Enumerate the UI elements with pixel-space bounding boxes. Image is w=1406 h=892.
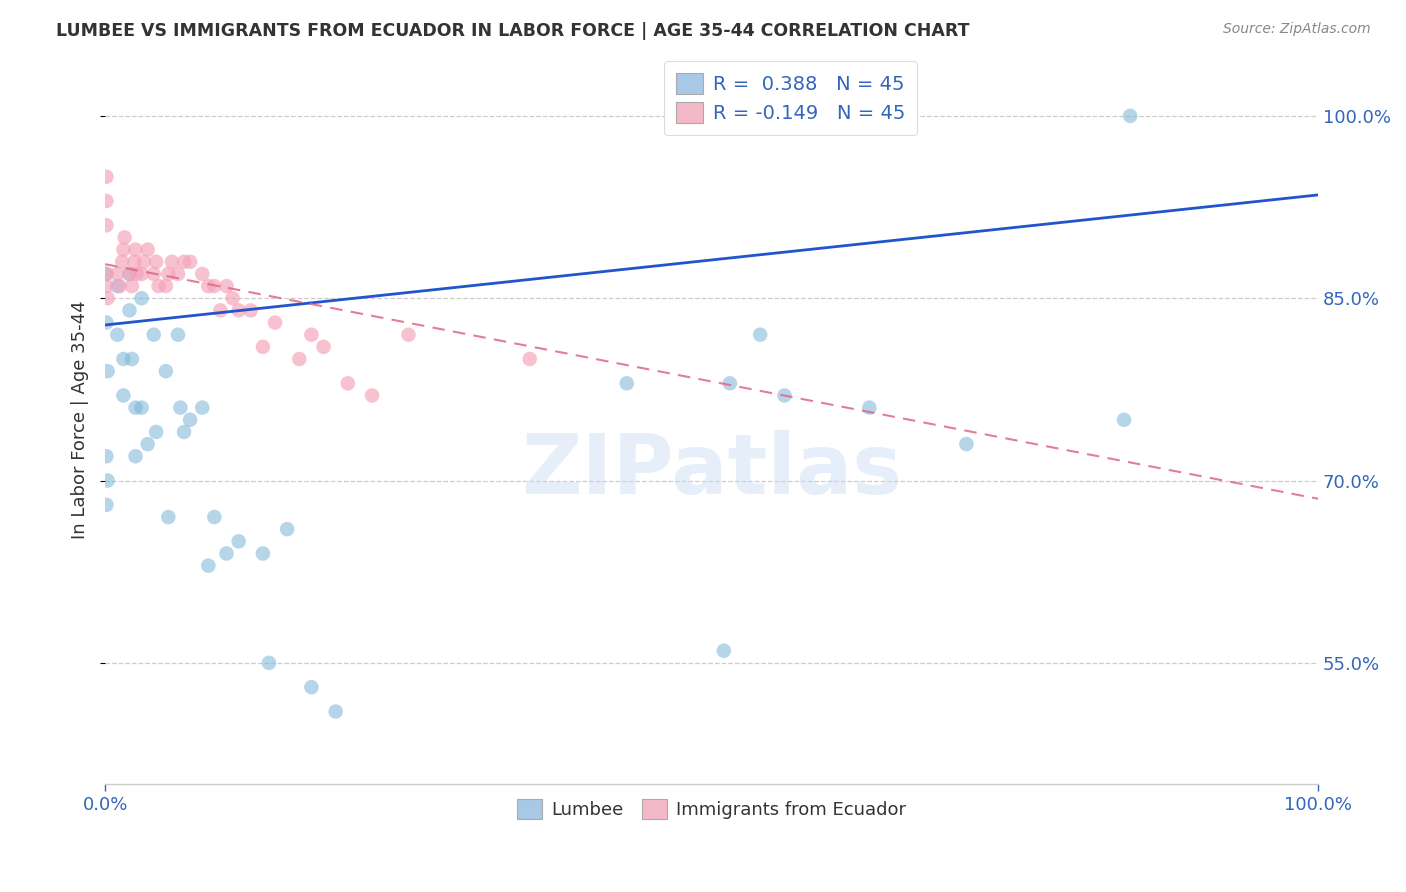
Point	[112, 243, 135, 257]
Legend: Lumbee, Immigrants from Ecuador: Lumbee, Immigrants from Ecuador	[510, 792, 914, 827]
Point	[257, 656, 280, 670]
Point	[112, 388, 135, 402]
Point	[749, 327, 772, 342]
Point	[131, 401, 153, 415]
Point	[179, 413, 201, 427]
Point	[215, 279, 238, 293]
Point	[148, 279, 170, 293]
Point	[312, 340, 335, 354]
Point	[718, 376, 741, 391]
Point	[105, 267, 128, 281]
Point	[191, 401, 214, 415]
Point	[108, 279, 131, 293]
Point	[264, 316, 287, 330]
Point	[167, 267, 190, 281]
Point	[96, 316, 118, 330]
Point	[713, 644, 735, 658]
Point	[142, 267, 165, 281]
Point	[96, 194, 118, 208]
Point	[96, 449, 118, 463]
Point	[955, 437, 977, 451]
Point	[136, 243, 159, 257]
Point	[132, 254, 155, 268]
Point	[97, 291, 120, 305]
Point	[112, 351, 135, 366]
Point	[105, 327, 128, 342]
Point	[325, 705, 347, 719]
Point	[252, 547, 274, 561]
Point	[157, 510, 180, 524]
Point	[361, 388, 384, 402]
Point	[118, 303, 141, 318]
Point	[155, 279, 177, 293]
Point	[221, 291, 243, 305]
Point	[96, 279, 118, 293]
Text: ZIPatlas: ZIPatlas	[522, 430, 903, 511]
Point	[299, 327, 322, 342]
Point	[124, 401, 146, 415]
Point	[121, 351, 143, 366]
Point	[136, 437, 159, 451]
Point	[160, 254, 183, 268]
Point	[167, 327, 190, 342]
Point	[96, 267, 118, 281]
Point	[118, 267, 141, 281]
Point	[105, 279, 128, 293]
Point	[131, 291, 153, 305]
Point	[519, 351, 541, 366]
Point	[173, 425, 195, 439]
Point	[125, 267, 148, 281]
Point	[96, 169, 118, 184]
Text: LUMBEE VS IMMIGRANTS FROM ECUADOR IN LABOR FORCE | AGE 35-44 CORRELATION CHART: LUMBEE VS IMMIGRANTS FROM ECUADOR IN LAB…	[56, 22, 970, 40]
Point	[124, 254, 146, 268]
Point	[169, 401, 191, 415]
Point	[96, 498, 118, 512]
Point	[228, 303, 250, 318]
Point	[97, 474, 120, 488]
Point	[215, 547, 238, 561]
Point	[616, 376, 638, 391]
Point	[179, 254, 201, 268]
Point	[773, 388, 796, 402]
Point	[142, 327, 165, 342]
Point	[336, 376, 359, 391]
Point	[155, 364, 177, 378]
Point	[118, 267, 141, 281]
Point	[288, 351, 311, 366]
Point	[299, 680, 322, 694]
Point	[111, 254, 134, 268]
Point	[131, 267, 153, 281]
Y-axis label: In Labor Force | Age 35-44: In Labor Force | Age 35-44	[72, 301, 89, 539]
Point	[252, 340, 274, 354]
Point	[202, 510, 225, 524]
Point	[145, 254, 167, 268]
Point	[858, 401, 880, 415]
Point	[96, 267, 118, 281]
Point	[191, 267, 214, 281]
Point	[96, 219, 118, 233]
Point	[228, 534, 250, 549]
Point	[121, 279, 143, 293]
Point	[145, 425, 167, 439]
Point	[197, 279, 219, 293]
Point	[124, 243, 146, 257]
Point	[157, 267, 180, 281]
Point	[1112, 413, 1135, 427]
Text: Source: ZipAtlas.com: Source: ZipAtlas.com	[1223, 22, 1371, 37]
Point	[197, 558, 219, 573]
Point	[209, 303, 232, 318]
Point	[114, 230, 136, 244]
Point	[398, 327, 420, 342]
Point	[276, 522, 298, 536]
Point	[97, 364, 120, 378]
Point	[202, 279, 225, 293]
Point	[1119, 109, 1142, 123]
Point	[173, 254, 195, 268]
Point	[239, 303, 262, 318]
Point	[124, 449, 146, 463]
